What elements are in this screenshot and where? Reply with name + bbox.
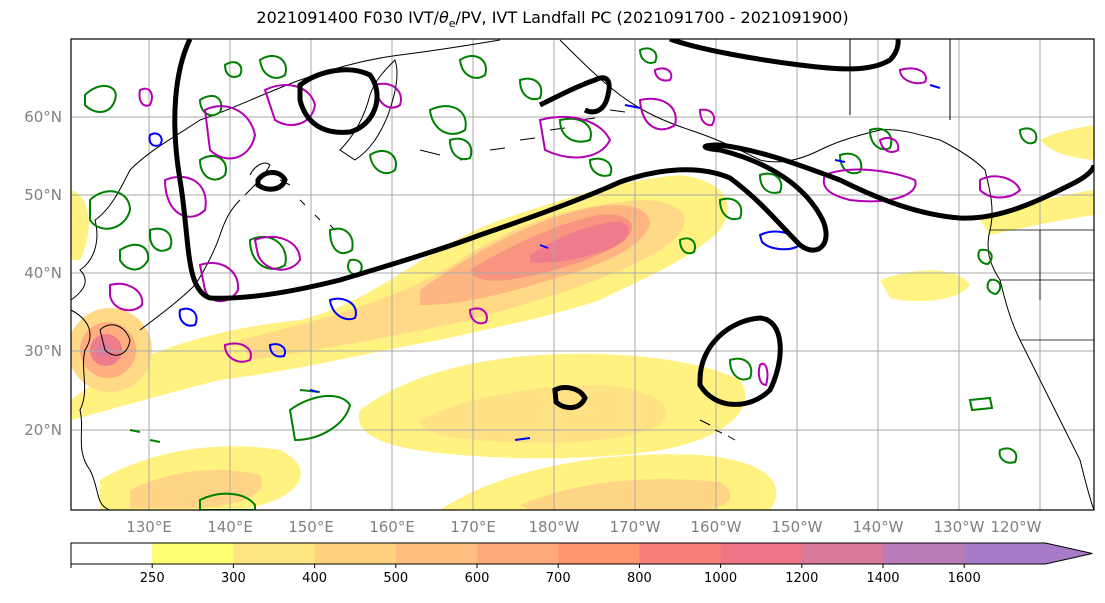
colorbar-tick-label: 400 bbox=[302, 571, 327, 586]
latitude-labels: 60°N 50°N 40°N 30°N 20°N bbox=[24, 108, 62, 439]
lon-label: 150°E bbox=[288, 518, 334, 536]
lat-label: 30°N bbox=[24, 342, 62, 360]
colorbar-tick-label: 700 bbox=[546, 571, 571, 586]
lat-label: 60°N bbox=[24, 108, 62, 126]
colorbar-tick-label: 250 bbox=[140, 571, 165, 586]
colorbar-segment bbox=[152, 543, 234, 564]
lon-label: 140°W bbox=[853, 518, 904, 536]
lon-label: 180°W bbox=[529, 518, 580, 536]
colorbar-segment bbox=[883, 543, 965, 564]
lon-label: 160°W bbox=[691, 518, 742, 536]
colorbar-tick-label: 600 bbox=[465, 571, 490, 586]
lat-label: 20°N bbox=[24, 421, 62, 439]
lon-label: 170°W bbox=[610, 518, 661, 536]
colorbar-segment bbox=[720, 543, 803, 564]
landfall-pc-contours bbox=[172, 39, 1094, 410]
lat-label: 50°N bbox=[24, 186, 62, 204]
lon-label: 130°W bbox=[934, 518, 985, 536]
colorbar-tick-label: 300 bbox=[221, 571, 246, 586]
graticule bbox=[71, 39, 1094, 510]
coastlines bbox=[71, 39, 1094, 510]
lon-label: 130°E bbox=[126, 518, 172, 536]
colorbar-segment bbox=[395, 543, 478, 564]
colorbar-tick-label: 1600 bbox=[948, 571, 981, 586]
colorbar-segment bbox=[639, 543, 722, 564]
colorbar-segment bbox=[558, 543, 640, 564]
map-frame bbox=[70, 38, 1095, 511]
pv-high-contours bbox=[109, 67, 1022, 387]
colorbar-segment bbox=[314, 543, 397, 564]
colorbar-segment bbox=[801, 543, 884, 564]
colorbar-tick-label: 1000 bbox=[704, 571, 737, 586]
lat-label: 40°N bbox=[24, 264, 62, 282]
colorbar-outline bbox=[70, 542, 1093, 565]
lon-label: 140°E bbox=[207, 518, 253, 536]
ivt-shading bbox=[71, 125, 1094, 510]
colorbar-tick-label: 1400 bbox=[866, 571, 899, 586]
colorbar: 250 300 400 500 600 700 800 1000 1200 1400 1600 bbox=[70, 542, 1093, 586]
colorbar-segment bbox=[71, 543, 153, 564]
colorbar-tick-label: 800 bbox=[627, 571, 652, 586]
colorbar-segment bbox=[964, 543, 1093, 564]
colorbar-tick-label: 500 bbox=[383, 571, 408, 586]
colorbar-segment bbox=[477, 543, 559, 564]
lon-label: 150°W bbox=[772, 518, 823, 536]
lon-label: 170°E bbox=[450, 518, 496, 536]
lon-label: 160°E bbox=[369, 518, 415, 536]
map-title: 2021091400 F030 IVT/θe/PV, IVT Landfall … bbox=[256, 8, 849, 31]
longitude-labels: 130°E 140°E 150°E 160°E 170°E 180°W 170°… bbox=[126, 518, 1041, 536]
colorbar-segment bbox=[233, 543, 316, 564]
lon-label: 120°W bbox=[991, 518, 1042, 536]
colorbar-tick-label: 1200 bbox=[785, 571, 818, 586]
